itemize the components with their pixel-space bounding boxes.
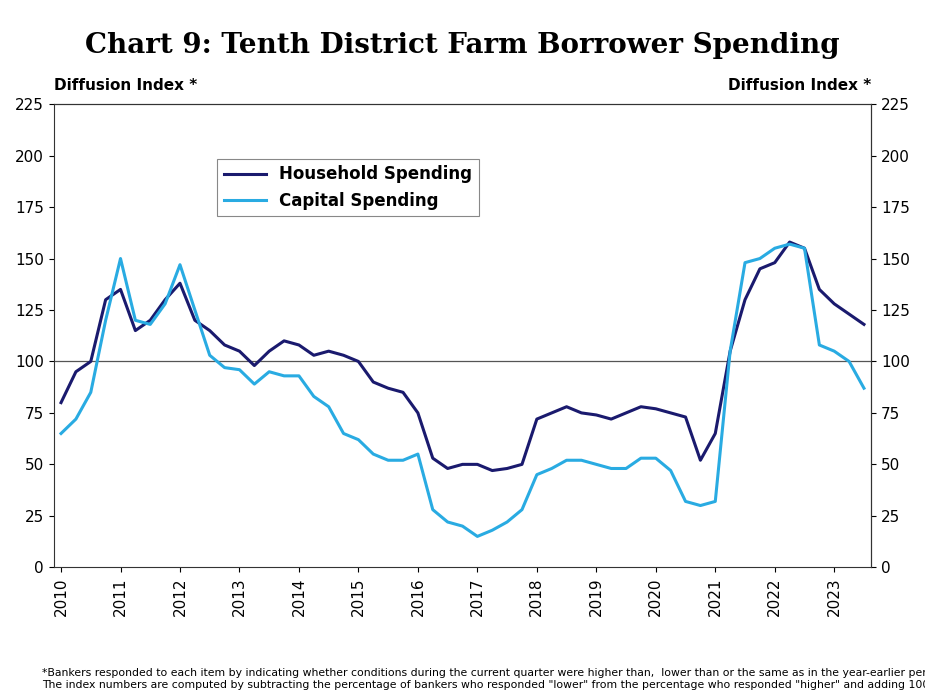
Household Spending [858,320,870,328]
Household Spending [487,466,498,475]
Capital Spending [799,244,810,252]
Capital Spending [352,435,364,444]
Household Spending [56,398,67,407]
Line: Household Spending: Household Spending [61,242,864,471]
Household Spending [144,316,155,324]
Text: Chart 9: Tenth District Farm Borrower Spending: Chart 9: Tenth District Farm Borrower Sp… [85,32,840,58]
Capital Spending [472,532,483,541]
Capital Spending [144,320,155,328]
Capital Spending [784,240,796,248]
Capital Spending [844,358,855,366]
Household Spending [799,244,810,252]
Legend: Household Spending, Capital Spending: Household Spending, Capital Spending [217,159,478,216]
Capital Spending [204,351,216,360]
Capital Spending [56,430,67,438]
Household Spending [844,310,855,318]
Household Spending [204,326,216,335]
Household Spending [352,358,364,366]
Text: Diffusion Index *: Diffusion Index * [728,78,871,93]
Text: Diffusion Index *: Diffusion Index * [54,78,197,93]
Text: *Bankers responded to each item by indicating whether conditions during the curr: *Bankers responded to each item by indic… [42,668,925,690]
Household Spending [784,238,796,246]
Capital Spending [249,380,260,388]
Line: Capital Spending: Capital Spending [61,244,864,536]
Capital Spending [858,384,870,392]
Household Spending [249,362,260,370]
